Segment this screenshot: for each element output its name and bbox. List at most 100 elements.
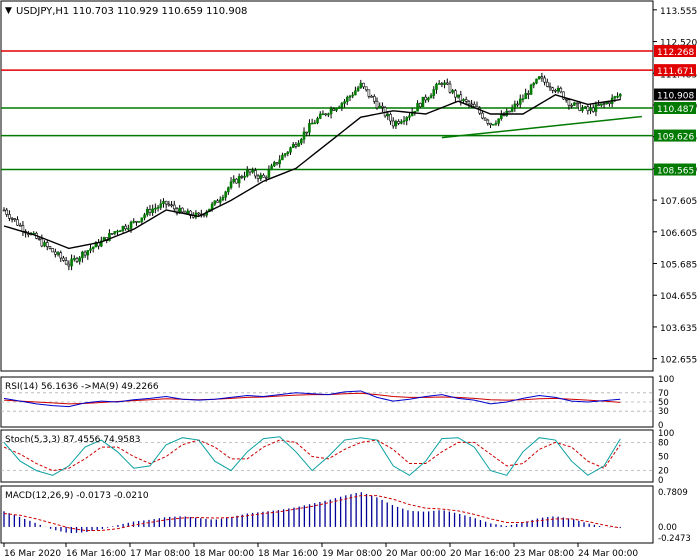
candle-body	[240, 176, 244, 178]
candle-body	[589, 107, 592, 112]
level-label: 110.908	[657, 92, 694, 102]
candle-body	[516, 103, 519, 106]
candle-body	[527, 93, 530, 95]
candle-body	[89, 248, 92, 251]
candle-body	[278, 159, 281, 165]
candle-body	[51, 248, 54, 253]
macd-panel[interactable]	[0, 485, 654, 544]
candle-body	[373, 96, 376, 102]
candle-body	[113, 231, 117, 234]
candle-body	[405, 117, 409, 121]
price-tick-label: 103.635	[660, 324, 697, 334]
candle-body	[600, 103, 603, 106]
candle-body	[143, 214, 146, 219]
candle-body	[213, 200, 217, 205]
collapse-triangle-icon[interactable]: ▼	[5, 6, 12, 16]
candle-body	[462, 99, 465, 102]
time-tick-label: 18 Mar 00:00	[194, 549, 254, 559]
candle-body	[613, 96, 617, 99]
candle-body	[308, 123, 311, 133]
candle-body	[543, 77, 546, 83]
rsi-axis-label: 0	[658, 421, 663, 431]
candle-body	[210, 203, 214, 210]
candle-body	[5, 209, 9, 215]
candle-body	[573, 102, 576, 106]
candle-body	[129, 221, 133, 229]
time-axis: 16 Mar 2020 16 Mar 16:00 17 Mar 08:00 18 Ma…	[3, 543, 638, 559]
candle-body	[535, 78, 538, 84]
candle-body	[283, 153, 287, 156]
candle-body	[329, 108, 333, 115]
candle-body	[467, 101, 471, 105]
candle-body	[500, 114, 503, 120]
candle-body	[608, 101, 611, 104]
candle-body	[397, 121, 400, 124]
candle-body	[470, 103, 473, 106]
macd-axis-label: -0.2473	[658, 534, 691, 544]
candle-body	[21, 225, 25, 232]
candle-body	[602, 103, 606, 105]
candles	[2, 72, 622, 271]
candle-body	[13, 218, 17, 220]
level-tag	[654, 129, 696, 142]
candle-body	[259, 174, 263, 179]
rsi-lines	[1, 390, 653, 412]
candle-body	[513, 103, 517, 109]
candle-body	[416, 103, 419, 112]
candle-body	[151, 208, 154, 213]
candle-body	[524, 93, 527, 100]
price-tick-label: 102.655	[660, 356, 697, 366]
candle-body	[59, 252, 63, 259]
time-tick-label: 17 Mar 08:00	[130, 549, 190, 559]
candle-body	[172, 204, 176, 210]
candle-body	[10, 218, 14, 220]
candle-body	[162, 200, 165, 205]
candle-body	[556, 87, 560, 92]
macd-axis-label: 0.7809	[658, 488, 688, 498]
candle-body	[264, 176, 268, 179]
candle-body	[8, 214, 11, 219]
candle-body	[364, 86, 368, 91]
candle-body	[529, 84, 533, 95]
candle-body	[154, 207, 157, 210]
price-panel[interactable]	[0, 0, 654, 372]
candle-body	[275, 162, 279, 165]
candle-body	[159, 203, 163, 208]
macd-axis-label: 0.00	[658, 523, 677, 533]
candle-body	[408, 115, 411, 118]
candle-body	[370, 96, 373, 98]
level-tag	[654, 64, 696, 77]
price-tick-label: 105.685	[660, 261, 697, 271]
candle-body	[289, 147, 292, 153]
price-axis: 113.555112.520111.485110.450109.415108.3…	[653, 7, 697, 366]
candle-body	[567, 99, 571, 106]
candle-body	[75, 258, 79, 262]
candle-body	[459, 94, 463, 102]
candle-body	[443, 82, 446, 85]
candle-body	[197, 212, 200, 215]
candle-body	[170, 204, 173, 207]
candle-body	[221, 197, 225, 201]
candle-body	[429, 95, 433, 99]
candle-body	[497, 118, 500, 124]
candle-body	[67, 263, 71, 267]
candle-body	[235, 178, 238, 184]
candle-body	[378, 105, 382, 109]
stoch-main-line	[3, 436, 621, 476]
candle-body	[483, 117, 487, 121]
candle-body	[254, 170, 257, 177]
candle-body	[70, 258, 73, 267]
candle-body	[389, 114, 392, 122]
candle-body	[40, 238, 44, 247]
candle-body	[45, 242, 49, 247]
candle-body	[110, 232, 114, 235]
candle-body	[402, 120, 406, 122]
candle-body	[424, 96, 427, 101]
candle-body	[294, 144, 298, 147]
stoch-axis-label: 50	[658, 453, 669, 463]
horizontal-levels	[1, 50, 653, 171]
candle-body	[502, 114, 506, 117]
candle-body	[489, 122, 492, 126]
price-tick-label: 106.605	[660, 229, 697, 239]
